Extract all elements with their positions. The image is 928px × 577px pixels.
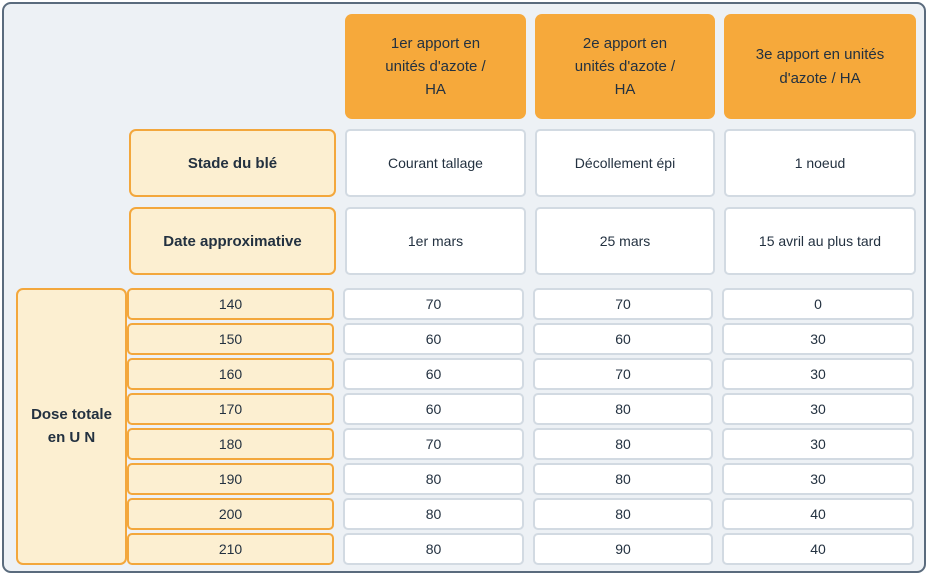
row-spacer	[16, 207, 120, 275]
column-header-2nd-application: 2e apport en unités d'azote / HA	[535, 14, 715, 119]
value-cell: Courant tallage	[345, 129, 526, 197]
dose-value: 140	[127, 288, 334, 320]
table-row: 150 60 60 30	[127, 323, 914, 355]
value-cell: 80	[343, 498, 524, 530]
value-cell: 30	[722, 323, 914, 355]
dose-total-label: Dose totale en U N	[16, 288, 127, 565]
table-row: 190 80 80 30	[127, 463, 914, 495]
dose-value: 150	[127, 323, 334, 355]
value-cell: 90	[533, 533, 713, 565]
value-cell: 60	[343, 323, 524, 355]
value-cell: 0	[722, 288, 914, 320]
table-row: 200 80 80 40	[127, 498, 914, 530]
dose-section: Dose totale en U N 140 70 70 0 150 60 60…	[16, 288, 914, 565]
value-cell: Décollement épi	[535, 129, 715, 197]
dose-value: 210	[127, 533, 334, 565]
value-cell: 60	[343, 393, 524, 425]
dose-value: 170	[127, 393, 334, 425]
value-cell: 70	[343, 288, 524, 320]
dose-rows: 140 70 70 0 150 60 60 30 160 60 70 30 17…	[127, 288, 914, 565]
row-label-approximate-date: Date approximative	[129, 207, 336, 275]
value-cell: 80	[343, 463, 524, 495]
header-spacer	[16, 14, 336, 119]
value-cell: 70	[533, 288, 713, 320]
value-cell: 70	[343, 428, 524, 460]
column-header-label: 3e apport en unités d'azote / HA	[755, 46, 885, 87]
table-row: 160 60 70 30	[127, 358, 914, 390]
table-row: 180 70 80 30	[127, 428, 914, 460]
value-cell: 80	[533, 463, 713, 495]
value-cell: 40	[722, 498, 914, 530]
value-cell: 15 avril au plus tard	[724, 207, 916, 275]
value-cell: 40	[722, 533, 914, 565]
dose-value: 190	[127, 463, 334, 495]
dose-value: 200	[127, 498, 334, 530]
value-cell: 30	[722, 428, 914, 460]
table-row: 210 80 90 40	[127, 533, 914, 565]
table-row: 140 70 70 0	[127, 288, 914, 320]
column-header-3rd-application: 3e apport en unités d'azote / HA	[724, 14, 916, 119]
value-cell: 80	[343, 533, 524, 565]
column-header-1st-application: 1er apport en unités d'azote / HA	[345, 14, 526, 119]
value-cell: 60	[343, 358, 524, 390]
dose-value: 160	[127, 358, 334, 390]
value-cell: 80	[533, 498, 713, 530]
value-cell: 30	[722, 358, 914, 390]
column-header-label: 1er apport en unités d'azote / HA	[385, 34, 486, 99]
value-cell: 25 mars	[535, 207, 715, 275]
value-cell: 1er mars	[345, 207, 526, 275]
row-label-wheat-stage: Stade du blé	[129, 129, 336, 197]
value-cell: 1 noeud	[724, 129, 916, 197]
table-row: 170 60 80 30	[127, 393, 914, 425]
row-spacer	[16, 129, 120, 197]
value-cell: 80	[533, 393, 713, 425]
value-cell: 80	[533, 428, 713, 460]
value-cell: 60	[533, 323, 713, 355]
value-cell: 30	[722, 463, 914, 495]
dose-value: 180	[127, 428, 334, 460]
column-header-label: 2e apport en unités d'azote / HA	[574, 34, 676, 99]
table-header-area: 1er apport en unités d'azote / HA 2e app…	[16, 14, 916, 275]
value-cell: 70	[533, 358, 713, 390]
value-cell: 30	[722, 393, 914, 425]
